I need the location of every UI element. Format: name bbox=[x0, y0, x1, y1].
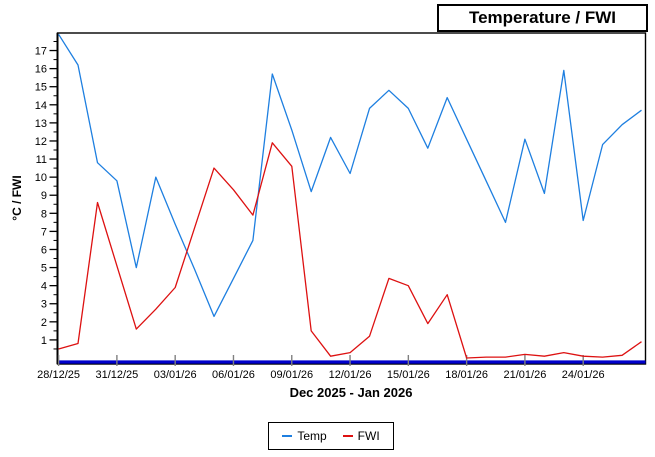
x-tick-label: 06/01/26 bbox=[212, 369, 255, 381]
x-tick-label: 09/01/26 bbox=[270, 369, 313, 381]
y-tick-label: 17 bbox=[35, 46, 47, 58]
temp-line bbox=[58, 33, 642, 318]
y-tick-label: 7 bbox=[41, 226, 47, 238]
plot-frame bbox=[56, 32, 647, 365]
y-tick-label: 4 bbox=[41, 281, 47, 293]
y-tick-label: 6 bbox=[41, 244, 47, 256]
y-tick-label: 9 bbox=[41, 190, 47, 202]
y-tick-label: 14 bbox=[35, 100, 47, 112]
legend-item-temp: Temp bbox=[282, 429, 327, 443]
fwi-line-marker bbox=[342, 435, 353, 437]
legend-label-temp: Temp bbox=[297, 429, 327, 443]
y-axis-title: °C / FWI bbox=[10, 175, 24, 221]
x-tick-label: 24/01/26 bbox=[562, 369, 605, 381]
x-tick-label: 03/01/26 bbox=[154, 369, 197, 381]
y-tick-label: 3 bbox=[41, 299, 47, 311]
y-tick-label: 16 bbox=[35, 64, 47, 76]
x-tick-label: 31/12/25 bbox=[95, 369, 138, 381]
x-tick-label: 12/01/26 bbox=[329, 369, 372, 381]
legend-item-fwi: FWI bbox=[342, 429, 380, 443]
chart-title: Temperature / FWI bbox=[468, 8, 617, 27]
y-tick-label: 13 bbox=[35, 118, 47, 130]
fwi-line bbox=[58, 142, 642, 359]
y-tick-label: 1 bbox=[41, 335, 47, 347]
legend: Temp FWI bbox=[268, 422, 394, 450]
legend-label-fwi: FWI bbox=[357, 429, 380, 443]
y-tick-label: 11 bbox=[36, 154, 47, 166]
temp-line-marker bbox=[282, 435, 293, 437]
x-tick-label: 15/01/26 bbox=[387, 369, 430, 381]
x-tick-label: 18/01/26 bbox=[445, 369, 488, 381]
y-tick-label: 8 bbox=[41, 208, 47, 220]
x-axis-title: Dec 2025 - Jan 2026 bbox=[289, 385, 413, 400]
y-tick-label: 15 bbox=[35, 82, 47, 94]
y-tick-label: 10 bbox=[35, 172, 47, 184]
x-tick-label: 28/12/25 bbox=[37, 369, 80, 381]
y-tick-label: 2 bbox=[41, 317, 47, 329]
y-tick-label: 5 bbox=[41, 263, 47, 275]
y-tick-label: 12 bbox=[35, 136, 47, 148]
chart-title-box: Temperature / FWI bbox=[437, 4, 648, 32]
x-tick-label: 21/01/26 bbox=[504, 369, 547, 381]
